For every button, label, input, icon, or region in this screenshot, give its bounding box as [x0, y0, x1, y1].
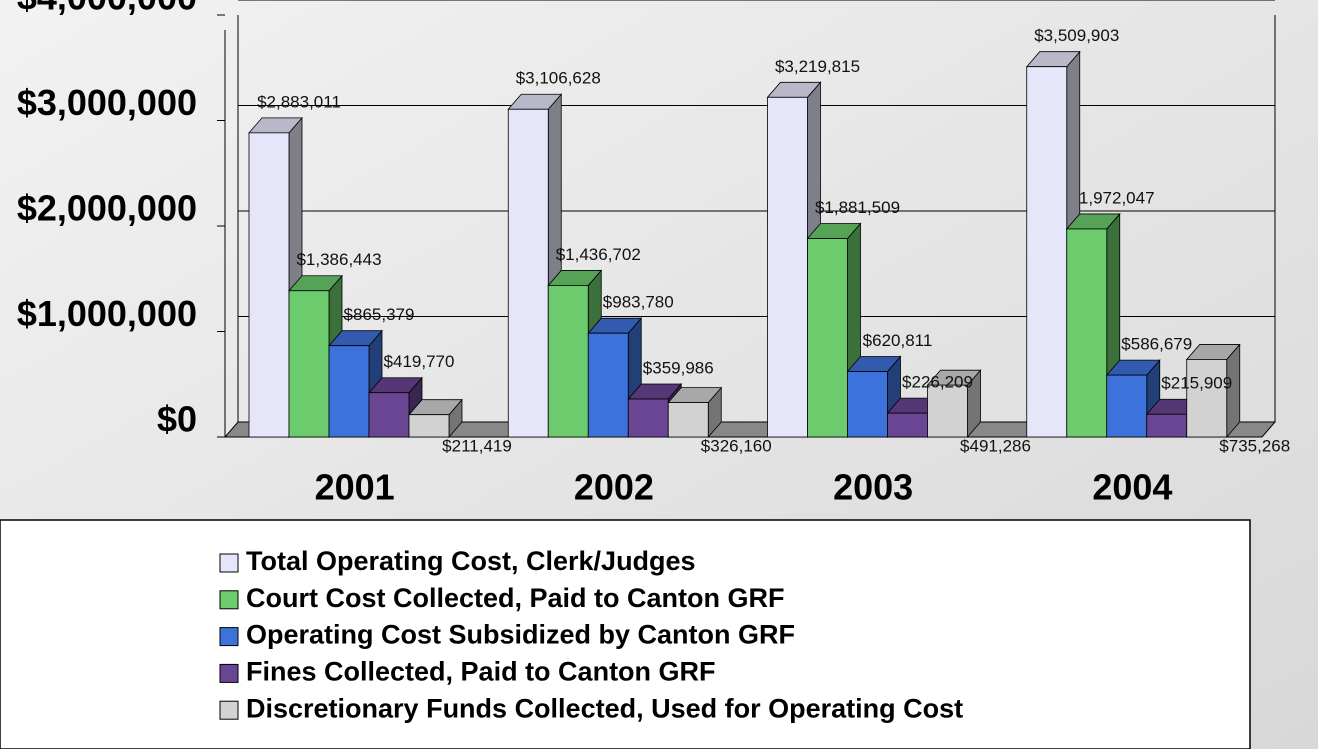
value-label: $983,780 [603, 293, 674, 312]
legend-swatch [220, 664, 238, 682]
bar [548, 285, 588, 437]
bar [928, 385, 968, 437]
value-label: $359,986 [643, 359, 714, 378]
value-label: $3,509,903 [1034, 26, 1119, 45]
value-label: $865,379 [344, 305, 415, 324]
bar [508, 109, 548, 437]
y-tick-label: $4,000,000 [17, 0, 197, 18]
bar [409, 415, 449, 437]
bar [768, 97, 808, 437]
bar [1147, 414, 1187, 437]
legend-swatch [220, 701, 238, 719]
bar [1027, 67, 1067, 437]
bar [848, 372, 888, 437]
legend-label: Fines Collected, Paid to Canton GRF [246, 657, 716, 687]
value-label: $586,679 [1121, 335, 1192, 354]
bar [1187, 359, 1227, 437]
y-tick-label: $0 [157, 399, 197, 440]
value-label: $226,209 [902, 373, 973, 392]
bar [289, 291, 329, 437]
value-label: $211,419 [442, 436, 512, 455]
chart: $0 $1,000,000 $2,000,000 $3,000,000 $4,000,0… [0, 0, 1318, 749]
value-label: $419,770 [384, 352, 455, 371]
legend-swatch [220, 591, 238, 609]
value-label: $1,436,702 [556, 245, 641, 264]
value-label: $1,386,443 [296, 250, 381, 269]
x-tick-label: 2004 [1092, 467, 1172, 508]
value-label: $326,160 [701, 436, 772, 455]
bar [369, 393, 409, 437]
legend-swatch [220, 554, 238, 572]
bar [588, 333, 628, 437]
bar [888, 413, 928, 437]
value-label: $2,883,011 [257, 92, 341, 111]
value-label: $491,286 [960, 436, 1031, 455]
legend-label: Total Operating Cost, Clerk/Judges [246, 546, 696, 576]
y-tick-label: $2,000,000 [17, 188, 197, 229]
bar [668, 403, 708, 437]
legend-label: Discretionary Funds Collected, Used for … [246, 693, 963, 723]
x-tick-label: 2002 [574, 467, 654, 508]
value-label: $735,268 [1219, 436, 1290, 455]
value-label: $1,881,509 [815, 198, 900, 217]
legend-label: Court Cost Collected, Paid to Canton GRF [246, 583, 785, 613]
value-label: $3,106,628 [516, 69, 601, 88]
legend-label: Operating Cost Subsidized by Canton GRF [246, 620, 795, 650]
bar [329, 346, 369, 437]
y-tick-label: $3,000,000 [17, 82, 197, 123]
value-label: 1,972,047 [1079, 188, 1155, 207]
x-tick-label: 2003 [833, 467, 913, 508]
bar [1107, 375, 1147, 437]
value-label: $215,909 [1161, 374, 1232, 393]
bar [628, 399, 668, 437]
legend-swatch [220, 628, 238, 646]
value-label: $620,811 [863, 331, 933, 350]
bar [808, 239, 848, 437]
y-tick-label: $1,000,000 [17, 293, 197, 334]
x-tick-label: 2001 [315, 467, 395, 508]
value-label: $3,219,815 [775, 57, 860, 76]
bar [249, 133, 289, 437]
bar [1067, 229, 1107, 437]
